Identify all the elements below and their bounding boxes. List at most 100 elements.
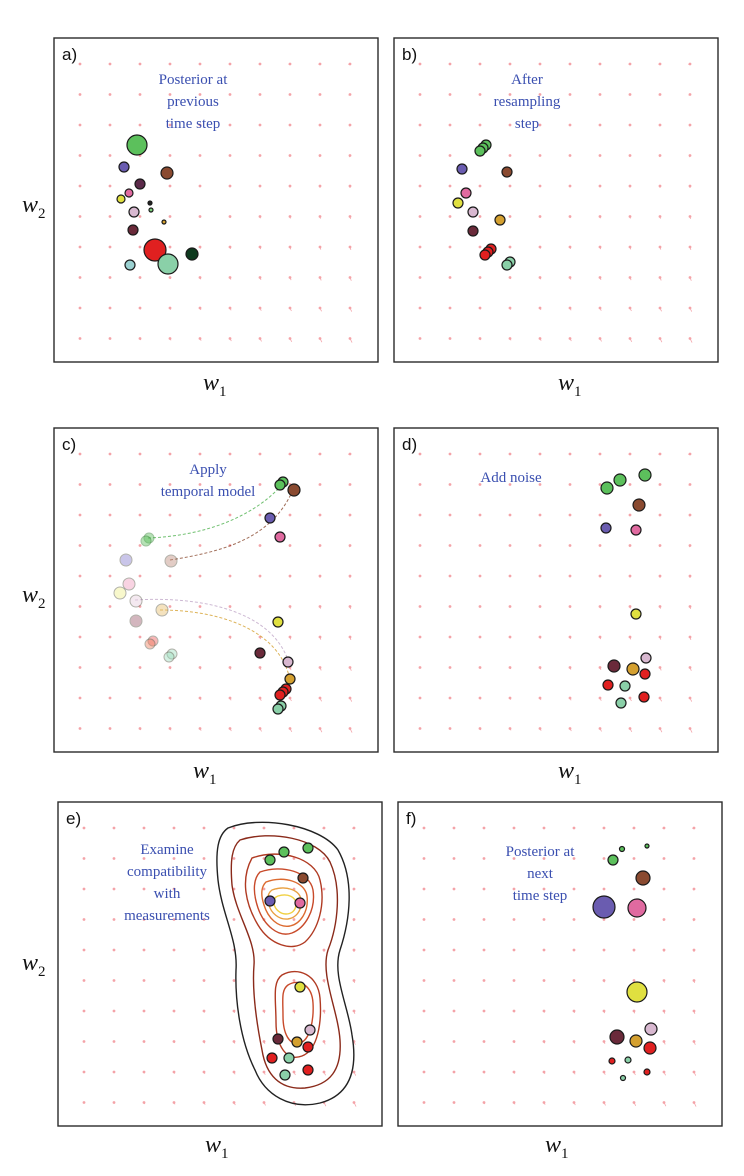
vector-field-dot: [508, 605, 512, 608]
vector-field-dot: [692, 857, 696, 860]
panel-d-label: d): [402, 435, 417, 454]
vector-field-dot: [538, 452, 542, 456]
vector-field-dot: [568, 544, 572, 547]
vector-field-dot: [258, 513, 262, 517]
vector-field-dot: [352, 1009, 356, 1013]
vector-field-dot: [112, 948, 116, 952]
vector-field-dot: [418, 306, 422, 310]
vector-field-dot: [352, 857, 356, 860]
vector-field-dot: [78, 62, 82, 66]
vector-field-dot: [422, 887, 426, 891]
particle: [147, 200, 153, 206]
vector-field-dot: [418, 184, 422, 188]
vector-field-dot: [352, 979, 356, 982]
vector-field-dot: [112, 1070, 116, 1074]
vector-field-dot: [692, 918, 696, 921]
vector-field-dot: [598, 123, 602, 127]
vector-field-dot: [688, 215, 692, 218]
vector-field-dot: [78, 666, 82, 669]
vector-field-dot: [112, 1101, 116, 1104]
panel-a-caption-line-3: time step: [166, 116, 221, 132]
panel-a-y-axis-label: w2: [22, 192, 46, 222]
vector-field-dot: [568, 666, 572, 669]
vector-field-dot: [108, 62, 112, 66]
vector-field-dot: [478, 605, 482, 608]
vector-field-dot: [448, 154, 452, 157]
vector-field-dot: [572, 948, 576, 952]
vector-field-dot: [138, 666, 142, 669]
vector-field-dot: [688, 154, 692, 157]
vector-field-dot: [348, 62, 352, 66]
vector-field-dot: [108, 635, 112, 639]
vector-field-dot: [228, 727, 232, 730]
vector-field-dot: [292, 918, 296, 921]
vector-field-dot: [292, 979, 296, 982]
vector-field-dot: [658, 696, 662, 700]
vector-field-dot: [572, 1070, 576, 1074]
vector-field-dot: [348, 215, 352, 218]
particle: [134, 178, 146, 190]
vector-field-dot: [658, 483, 662, 486]
vector-field-dot: [598, 93, 602, 96]
vector-field-dot: [512, 918, 516, 921]
vector-field-dot: [422, 857, 426, 860]
vector-field-dot: [228, 154, 232, 157]
vector-field-dot: [288, 276, 292, 279]
vector-field-dot: [448, 452, 452, 456]
vector-field-dot: [452, 826, 456, 830]
vector-field-dot: [542, 918, 546, 921]
panel-c-label: c): [62, 435, 76, 454]
vector-field-dot: [78, 452, 82, 456]
vector-field-dot: [658, 574, 662, 578]
vector-field-dot: [142, 1009, 146, 1013]
vector-field-dot: [692, 826, 696, 830]
vector-field-dot: [142, 887, 146, 891]
vector-field-dot: [572, 979, 576, 982]
vector-field-dot: [112, 918, 116, 921]
vector-field-dot: [688, 62, 692, 66]
vector-field-dot: [168, 276, 172, 279]
vector-field-dot: [658, 605, 662, 608]
vector-field-dot: [662, 979, 666, 982]
vector-field-dot: [538, 727, 542, 730]
vector-field-dot: [568, 306, 572, 310]
vector-field-dot: [202, 1070, 206, 1074]
particle: [143, 238, 167, 262]
panel-c: c) Apply temporal model: [53, 427, 379, 753]
vector-field-dot: [508, 513, 512, 517]
vector-field-dot: [542, 948, 546, 952]
vector-field-dot: [168, 727, 172, 730]
vector-field-dot: [108, 93, 112, 96]
vector-field-dot: [78, 245, 82, 249]
vector-field-dot: [172, 1009, 176, 1013]
vector-field-dot: [628, 93, 632, 96]
vector-field-dot: [508, 215, 512, 218]
vector-field-dot: [142, 918, 146, 921]
vector-field-dot: [138, 513, 142, 517]
vector-field-dot: [228, 452, 232, 456]
panel-f-caption-line-1: Posterior at: [506, 844, 576, 860]
vector-field-dot: [78, 276, 82, 279]
vector-field-dot: [168, 483, 172, 486]
vector-field-dot: [108, 154, 112, 157]
vector-field-dot: [692, 887, 696, 891]
vector-field-dot: [138, 727, 142, 730]
vector-field-dot: [418, 154, 422, 157]
vector-field-dot: [78, 635, 82, 639]
vector-field-dot: [478, 513, 482, 517]
panel-e-caption-line-4: measurements: [124, 908, 210, 924]
panel-e-caption-line-3: with: [154, 886, 181, 902]
vector-field-dot: [508, 696, 512, 700]
vector-field-dot: [258, 337, 262, 340]
vector-field-dot: [198, 483, 202, 486]
panel-c-caption-line-1: Apply: [189, 462, 227, 478]
vector-field-dot: [422, 1040, 426, 1043]
vector-field-dot: [688, 544, 692, 547]
vector-field-dot: [348, 574, 352, 578]
panel-f: f) Posterior at next time step: [397, 801, 723, 1127]
vector-field-dot: [448, 62, 452, 66]
vector-field-dot: [168, 452, 172, 456]
vector-field-dot: [538, 245, 542, 249]
vector-field-dot: [452, 857, 456, 860]
